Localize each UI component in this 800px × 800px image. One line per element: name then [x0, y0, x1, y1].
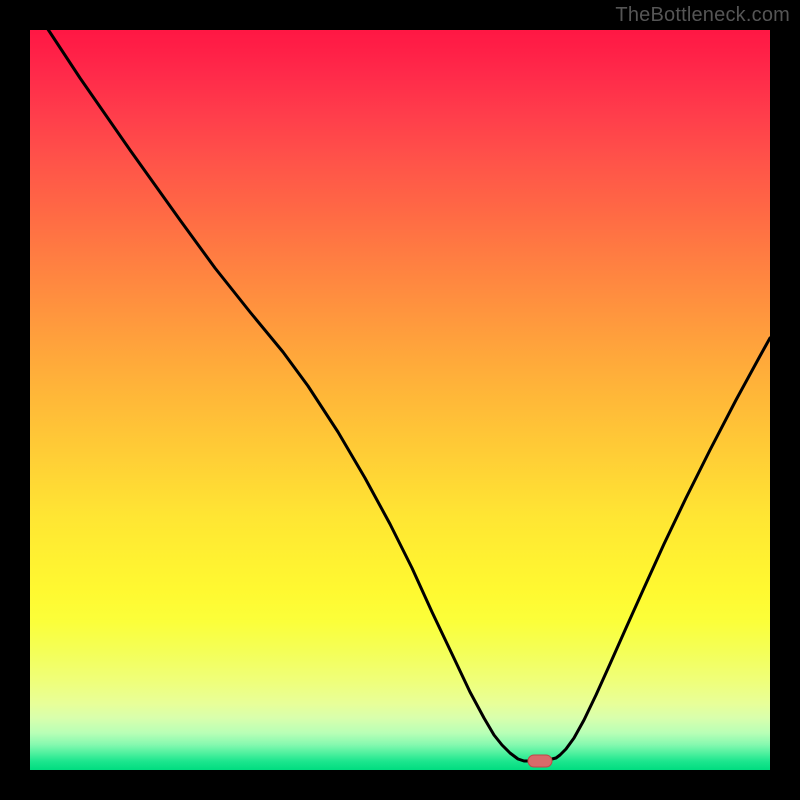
chart-root: TheBottleneck.com — [0, 0, 800, 800]
plot-area — [30, 30, 770, 770]
bottleneck-chart-svg — [0, 0, 800, 800]
watermark-text: TheBottleneck.com — [615, 4, 790, 27]
optimal-point-marker — [528, 755, 552, 767]
